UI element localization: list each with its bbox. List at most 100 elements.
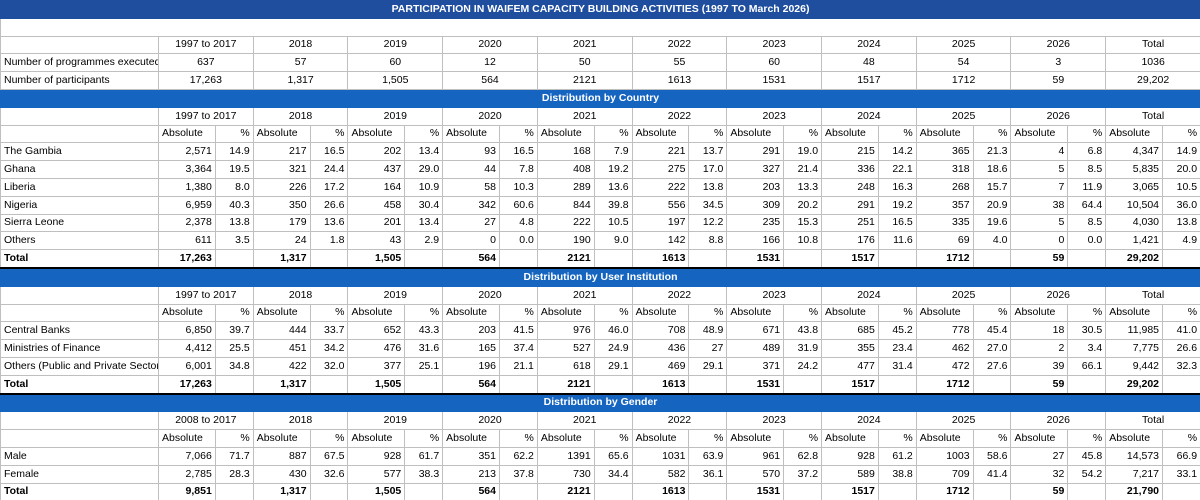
percent-value: 7.8	[498, 160, 538, 179]
total-value: 1,317	[252, 482, 311, 500]
sub-header: Absolute	[726, 429, 785, 448]
year-header: 2025	[915, 411, 1012, 431]
year-header: 2026	[1010, 35, 1107, 55]
absolute-value: 618	[536, 356, 595, 376]
percent-value: 38.3	[404, 464, 444, 484]
percent-value: 43.3	[404, 321, 444, 341]
absolute-value: 43	[347, 231, 406, 251]
percent-value: 21.4	[783, 160, 823, 179]
sub-header: Absolute	[536, 303, 595, 323]
sub-header: Absolute	[1105, 303, 1164, 323]
year-header: 2008 to 2017	[158, 411, 254, 431]
absolute-value: 226	[252, 177, 311, 197]
section-title: Distribution by Country	[0, 88, 1200, 108]
percent-value: 29.1	[688, 356, 728, 376]
year-header: 2024	[821, 106, 917, 126]
summary-value: 3	[1010, 53, 1107, 73]
summary-value: 1517	[821, 71, 917, 90]
percent-value: 11.9	[1067, 177, 1107, 197]
total-value: 1613	[631, 249, 690, 269]
blank	[0, 35, 159, 55]
sub-header: Absolute	[726, 124, 785, 144]
data-row: Central Banks 6,850 39.7 444 33.7 652 43.3 203 4…	[0, 321, 1200, 341]
blank	[593, 374, 633, 395]
summary-value: 12	[442, 53, 538, 73]
percent-value: 14.9	[1162, 142, 1200, 162]
summary-value: 54	[915, 53, 1012, 73]
percent-value: 8.5	[1067, 213, 1107, 233]
section-title: Distribution by Gender	[0, 393, 1200, 413]
absolute-value: 1,421	[1105, 231, 1164, 251]
sub-header: %	[972, 303, 1012, 323]
sub-header: %	[877, 429, 917, 448]
absolute-value: 327	[726, 160, 785, 179]
year-header: 2020	[442, 106, 538, 126]
absolute-value: 469	[631, 356, 690, 376]
data-row: Others (Public and Private Sector) 6,001 3…	[0, 356, 1200, 376]
absolute-value: 268	[915, 177, 974, 197]
sub-header: Absolute	[1010, 124, 1069, 144]
sub-header: %	[214, 124, 254, 144]
total-row: Total 9,851 1,317 1,505 564 2121 1613 1531 1517 1…	[0, 482, 1200, 500]
blank	[214, 482, 254, 500]
data-row: Nigeria 6,959 40.3 350 26.6 458 30.4 342 60.6 844…	[0, 195, 1200, 215]
percent-value: 8.0	[214, 177, 254, 197]
absolute-value: 589	[821, 464, 879, 484]
sub-header: %	[1162, 303, 1200, 323]
absolute-value: 196	[442, 356, 500, 376]
data-row: Liberia 1,380 8.0 226 17.2 164 10.9 58 10.3 289 13…	[0, 177, 1200, 197]
percent-value: 17.2	[309, 177, 349, 197]
blank	[309, 374, 349, 395]
year-header: 2023	[726, 35, 823, 55]
sub-header: Absolute	[536, 124, 595, 144]
percent-value: 16.5	[877, 213, 917, 233]
section-title-row: Distribution by Gender	[0, 393, 1200, 413]
percent-value: 9.0	[593, 231, 633, 251]
percent-value: 26.6	[309, 195, 349, 215]
summary-value: 637	[158, 53, 254, 73]
absolute-value: 342	[442, 195, 500, 215]
percent-value: 58.6	[972, 446, 1012, 466]
absolute-value: 27	[442, 213, 500, 233]
row-label: Number of programmes executed	[0, 53, 159, 73]
absolute-value: 6,850	[158, 321, 216, 341]
percent-value: 13.6	[593, 177, 633, 197]
absolute-value: 197	[631, 213, 690, 233]
year-header: 1997 to 2017	[158, 106, 254, 126]
percent-value: 29.1	[593, 356, 633, 376]
blank	[783, 482, 823, 500]
absolute-value: 11,985	[1105, 321, 1164, 341]
absolute-value: 5	[1010, 213, 1069, 233]
blank	[593, 482, 633, 500]
summary-value: 59	[1010, 71, 1107, 90]
data-row: Ministries of Finance 4,412 25.5 451 34.2 476…	[0, 339, 1200, 358]
absolute-value: 437	[347, 160, 406, 179]
absolute-value: 350	[252, 195, 311, 215]
absolute-value: 708	[631, 321, 690, 341]
sub-header: %	[1067, 303, 1107, 323]
percent-value: 54.2	[1067, 464, 1107, 484]
absolute-value: 355	[821, 339, 879, 358]
percent-value: 21.3	[972, 142, 1012, 162]
year-header-row: 1997 to 2017 2018 2019 2020 2021 2022 2023 2024…	[0, 35, 1200, 55]
blank	[0, 106, 159, 126]
absolute-value: 2,785	[158, 464, 216, 484]
total-row: Total 17,263 1,317 1,505 564 2121 1613 1531 1517…	[0, 249, 1200, 269]
absolute-value: 32	[1010, 464, 1069, 484]
sub-header: %	[783, 124, 823, 144]
absolute-value: 611	[158, 231, 216, 251]
total-value: 2121	[536, 482, 595, 500]
sub-header: Absolute	[1010, 429, 1069, 448]
total-value: 564	[442, 482, 500, 500]
percent-value: 41.4	[972, 464, 1012, 484]
absolute-value: 422	[252, 356, 311, 376]
sub-header: Absolute	[347, 303, 406, 323]
sub-header: %	[214, 429, 254, 448]
absolute-value: 201	[347, 213, 406, 233]
sub-header: Absolute	[915, 124, 974, 144]
absolute-value: 1031	[631, 446, 690, 466]
percent-value: 13.4	[404, 213, 444, 233]
absolute-value: 166	[726, 231, 785, 251]
year-header: 1997 to 2017	[158, 35, 254, 55]
percent-value: 13.8	[214, 213, 254, 233]
